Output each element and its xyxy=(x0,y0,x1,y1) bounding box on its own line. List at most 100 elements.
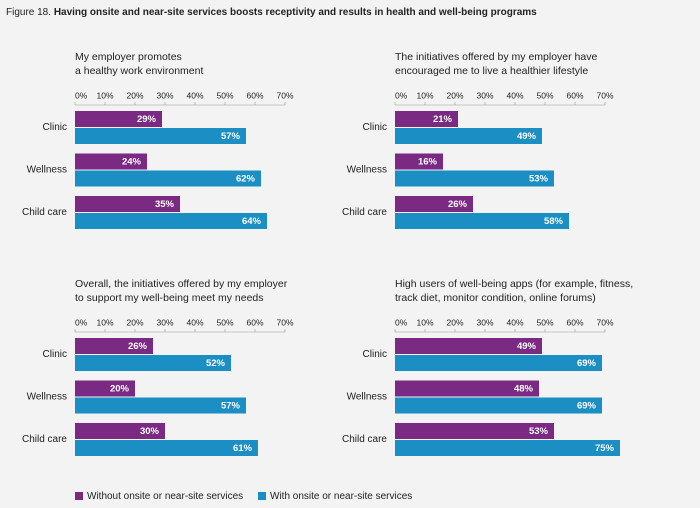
category-label: Wellness xyxy=(27,165,67,176)
bar xyxy=(395,338,542,354)
x-tick-label: 70% xyxy=(276,317,293,327)
x-tick-label: 70% xyxy=(276,90,293,100)
value-label: 29% xyxy=(137,114,157,125)
bar xyxy=(75,196,180,212)
x-tick-label: 50% xyxy=(536,317,553,327)
bar xyxy=(75,170,261,187)
x-tick-label: 20% xyxy=(446,317,463,327)
x-tick-label: 0% xyxy=(395,90,408,100)
x-tick-label: 50% xyxy=(536,90,553,100)
x-tick-label: 50% xyxy=(216,317,233,327)
x-tick-label: 60% xyxy=(246,90,263,100)
bar xyxy=(395,380,539,397)
figure-title: Having onsite and near-site services boo… xyxy=(54,7,537,18)
value-label: 16% xyxy=(418,157,438,168)
bar xyxy=(75,111,162,127)
category-label: Clinic xyxy=(43,122,67,133)
value-label: 53% xyxy=(529,174,549,185)
x-tick-label: 60% xyxy=(566,317,583,327)
category-label: Wellness xyxy=(27,392,67,403)
x-tick-label: 40% xyxy=(186,90,203,100)
value-label: 24% xyxy=(122,157,142,168)
bar xyxy=(395,423,554,439)
value-label: 58% xyxy=(544,216,564,227)
x-tick-label: 20% xyxy=(446,90,463,100)
x-tick-label: 10% xyxy=(96,317,113,327)
x-tick-label: 20% xyxy=(126,90,143,100)
value-label: 53% xyxy=(529,426,549,437)
value-label: 62% xyxy=(236,174,256,185)
figure-label: Figure 18. xyxy=(6,7,51,18)
value-label: 75% xyxy=(595,443,615,454)
bar xyxy=(75,397,246,414)
x-tick-label: 0% xyxy=(395,317,408,327)
value-label: 64% xyxy=(242,216,262,227)
bar xyxy=(395,397,602,414)
category-label: Clinic xyxy=(363,349,387,360)
legend-label: With onsite or near-site services xyxy=(270,491,412,502)
x-tick-label: 40% xyxy=(506,90,523,100)
x-tick-label: 40% xyxy=(186,317,203,327)
chart-title: Overall, the initiatives offered by my e… xyxy=(75,278,288,290)
legend-label: Without onsite or near-site services xyxy=(87,491,243,502)
bar xyxy=(75,355,231,371)
x-tick-label: 0% xyxy=(75,90,88,100)
x-tick-label: 70% xyxy=(596,90,613,100)
x-tick-label: 30% xyxy=(156,90,173,100)
legend-swatch xyxy=(75,492,83,500)
x-tick-label: 50% xyxy=(216,90,233,100)
x-tick-label: 0% xyxy=(75,317,88,327)
bar xyxy=(395,128,542,144)
value-label: 26% xyxy=(448,199,468,210)
x-tick-label: 10% xyxy=(416,90,433,100)
x-tick-label: 30% xyxy=(476,90,493,100)
chart-title: High users of well-being apps (for examp… xyxy=(395,278,633,290)
category-label: Clinic xyxy=(363,122,387,133)
chart-title: encouraged me to live a healthier lifest… xyxy=(395,65,588,77)
chart-title: a healthy work environment xyxy=(75,65,203,77)
category-label: Child care xyxy=(342,207,387,218)
value-label: 69% xyxy=(577,358,597,369)
chart-title: My employer promotes xyxy=(75,51,182,63)
bar xyxy=(395,196,473,212)
x-tick-label: 60% xyxy=(246,317,263,327)
x-tick-label: 20% xyxy=(126,317,143,327)
chart-title: to support my well-being meet my needs xyxy=(75,292,264,304)
bar xyxy=(75,213,267,229)
value-label: 49% xyxy=(517,341,537,352)
category-label: Child care xyxy=(22,434,67,445)
value-label: 30% xyxy=(140,426,160,437)
value-label: 49% xyxy=(517,131,537,142)
value-label: 48% xyxy=(514,384,534,395)
value-label: 52% xyxy=(206,358,226,369)
value-label: 57% xyxy=(221,401,241,412)
chart-title: track diet, monitor condition, online fo… xyxy=(395,292,596,304)
x-tick-label: 70% xyxy=(596,317,613,327)
value-label: 20% xyxy=(110,384,130,395)
bar xyxy=(75,338,153,354)
category-label: Child care xyxy=(22,207,67,218)
value-label: 69% xyxy=(577,401,597,412)
bar xyxy=(75,423,165,439)
x-tick-label: 60% xyxy=(566,90,583,100)
category-label: Wellness xyxy=(347,392,387,403)
value-label: 21% xyxy=(433,114,453,125)
bar xyxy=(75,153,147,170)
bar xyxy=(395,213,569,229)
x-tick-label: 10% xyxy=(416,317,433,327)
x-tick-label: 10% xyxy=(96,90,113,100)
bar xyxy=(395,153,443,170)
bar xyxy=(395,170,554,187)
bar xyxy=(75,128,246,144)
bar xyxy=(75,380,135,397)
value-label: 35% xyxy=(155,199,175,210)
bar xyxy=(395,355,602,371)
value-label: 61% xyxy=(233,443,253,454)
value-label: 57% xyxy=(221,131,241,142)
bar xyxy=(395,440,620,456)
x-tick-label: 30% xyxy=(476,317,493,327)
category-label: Wellness xyxy=(347,165,387,176)
legend-swatch xyxy=(258,492,266,500)
value-label: 26% xyxy=(128,341,148,352)
